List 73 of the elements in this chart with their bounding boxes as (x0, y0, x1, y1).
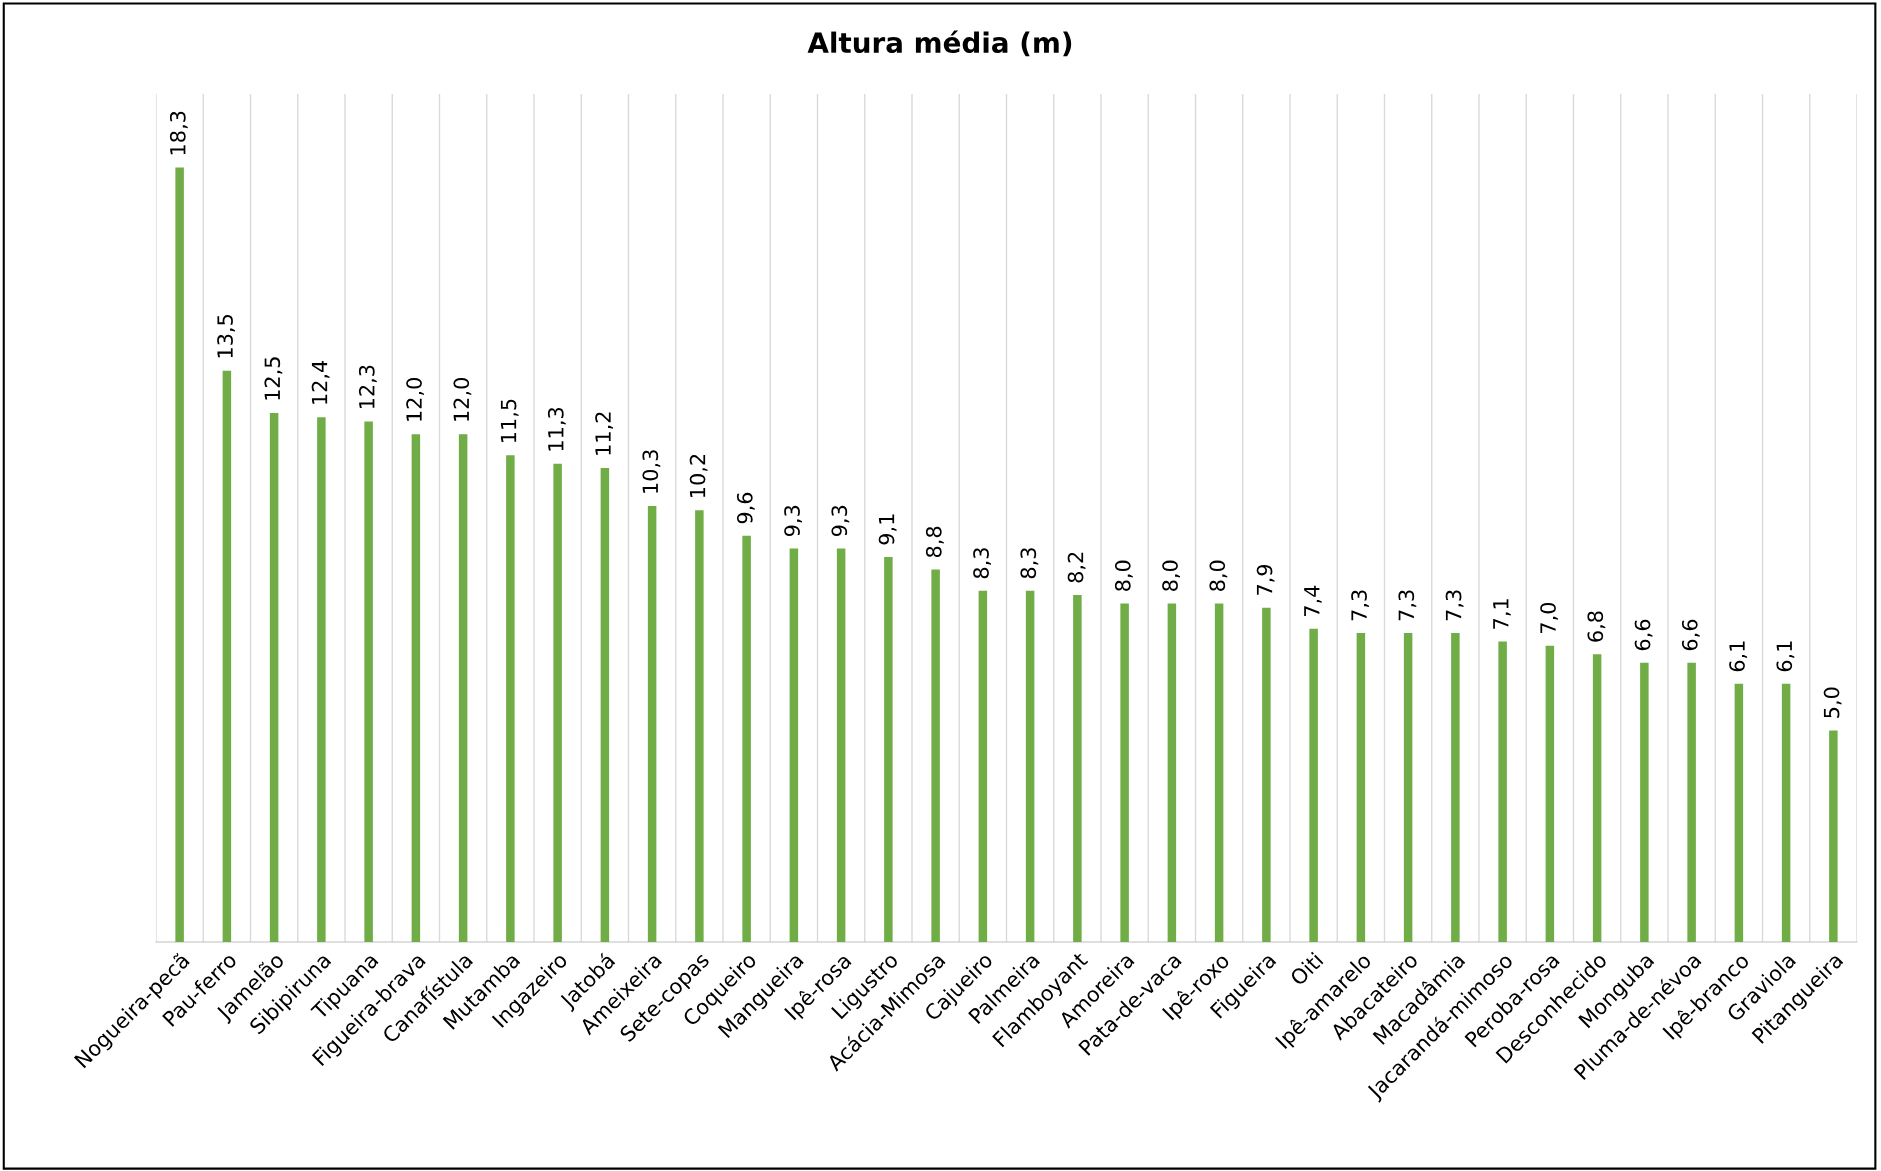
bar (600, 468, 610, 942)
bar (1120, 603, 1129, 942)
bar (1781, 683, 1791, 942)
bar (411, 434, 421, 942)
data-label: 5,0 (1823, 687, 1842, 718)
data-label: 7,3 (1398, 590, 1417, 621)
bar (1262, 607, 1271, 942)
data-label: 13,5 (217, 315, 236, 358)
data-label: 6,8 (1587, 611, 1606, 642)
data-label: 9,3 (831, 505, 850, 537)
data-label: 7,4 (1304, 585, 1322, 617)
bar (1545, 645, 1555, 942)
bar (1214, 603, 1224, 942)
bar (1592, 654, 1602, 942)
data-label: 8,2 (1067, 552, 1086, 583)
bar (884, 556, 893, 942)
data-label: 8,0 (1114, 560, 1133, 591)
bar (1356, 633, 1366, 942)
data-label: 6,1 (1729, 641, 1748, 672)
bar (1167, 603, 1177, 942)
bar (1073, 594, 1082, 942)
data-label: 8,3 (973, 548, 992, 579)
bar (1025, 590, 1035, 942)
data-label: 11,2 (595, 412, 614, 455)
data-label: 7,0 (1540, 602, 1559, 633)
data-label: 8,0 (1162, 560, 1181, 591)
data-label: 7,3 (1445, 590, 1464, 621)
data-label: 12,0 (406, 378, 425, 421)
data-label: 7,9 (1256, 564, 1275, 595)
bar (1451, 633, 1460, 942)
bar (1687, 662, 1696, 942)
bar (269, 413, 279, 942)
data-label: 6,1 (1776, 641, 1795, 672)
bar (222, 370, 232, 942)
bar (1640, 662, 1649, 942)
bar (931, 569, 940, 942)
bar (789, 548, 799, 942)
data-label: 8,3 (1020, 548, 1039, 579)
data-label: 11,3 (547, 407, 566, 451)
data-label: 9,1 (878, 514, 897, 545)
data-label: 10,2 (689, 454, 708, 497)
data-label: 12,4 (311, 360, 330, 404)
bar (1734, 683, 1744, 942)
bar (647, 506, 657, 942)
data-label: 6,6 (1681, 619, 1700, 651)
bar (1403, 633, 1413, 942)
bar (742, 535, 751, 942)
bar (978, 590, 988, 942)
data-label: 12,0 (453, 378, 472, 421)
data-label: 10,3 (642, 450, 661, 493)
data-label: 12,5 (264, 357, 283, 400)
data-label: 9,3 (784, 505, 803, 537)
bar (695, 510, 704, 942)
data-label: 9,6 (736, 492, 755, 524)
data-label: 6,6 (1634, 619, 1653, 651)
bar (317, 417, 326, 942)
bar (1309, 628, 1318, 942)
bar (836, 548, 846, 942)
chart-title: Altura média (m) (807, 30, 1072, 57)
data-label: 7,1 (1493, 599, 1511, 629)
bar (506, 455, 515, 942)
data-label: 8,8 (925, 526, 944, 558)
bar (175, 167, 184, 942)
bar (1498, 641, 1507, 942)
bar (458, 434, 468, 942)
bar (1829, 730, 1838, 942)
data-label: 18,3 (169, 111, 188, 155)
bar (553, 463, 562, 942)
data-label: 7,3 (1351, 590, 1370, 621)
bar (364, 421, 373, 942)
data-label: 12,3 (358, 365, 377, 409)
data-label: 8,0 (1209, 560, 1228, 591)
data-label: 11,5 (500, 399, 519, 442)
